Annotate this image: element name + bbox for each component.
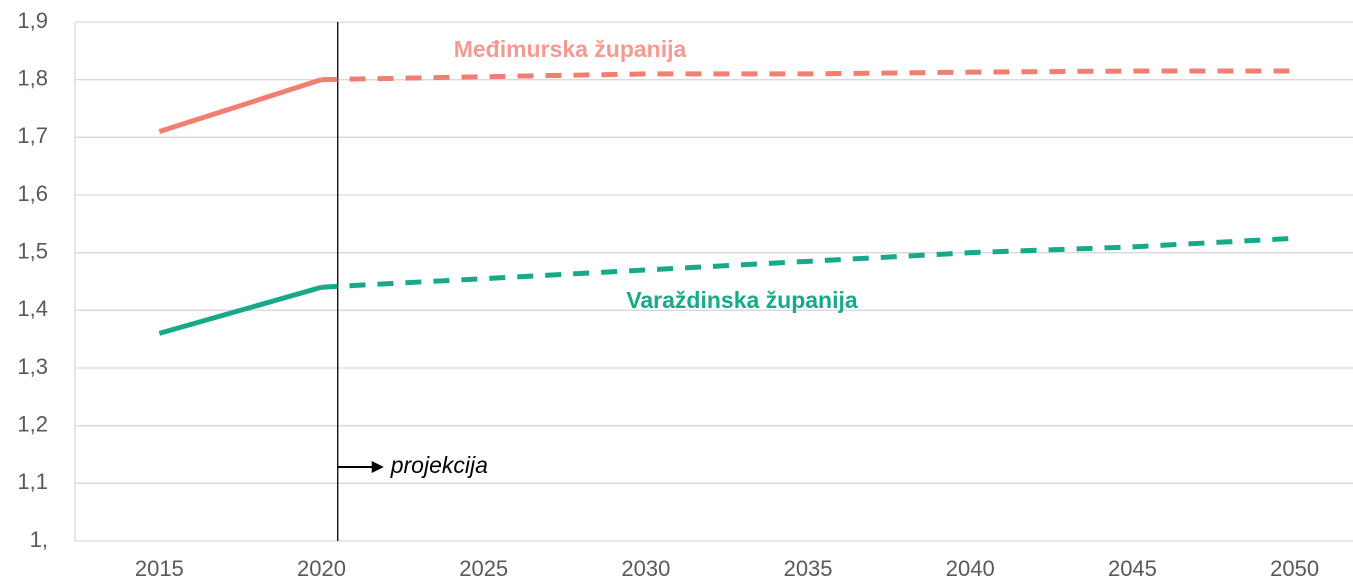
- x-tick-label: 2025: [459, 556, 508, 581]
- y-tick-label: 1,9: [17, 8, 48, 33]
- series-label: Varaždinska županija: [626, 287, 858, 313]
- line-dashed: [321, 235, 1295, 290]
- x-tick-label: 2050: [1270, 556, 1319, 581]
- y-tick-label: 1,8: [17, 65, 48, 90]
- y-tick-label: 1,: [30, 527, 48, 552]
- x-tick-label: 2020: [297, 556, 346, 581]
- y-tick-label: 1,7: [17, 123, 48, 148]
- x-tick-label: 2035: [784, 556, 833, 581]
- y-tick-label: 1,3: [17, 354, 48, 379]
- x-tick-label: 2045: [1108, 556, 1157, 581]
- projection-arrowhead: [371, 461, 384, 473]
- y-tick-label: 1,2: [17, 411, 48, 436]
- x-tick-label: 2015: [135, 556, 184, 581]
- line-dashed: [321, 68, 1295, 83]
- line-solid: [158, 77, 323, 134]
- x-tick-label: 2040: [946, 556, 995, 581]
- series-label: Međimurska županija: [454, 36, 687, 62]
- y-tick-label: 1,4: [17, 296, 48, 321]
- annotation: projekcija: [390, 452, 488, 478]
- y-tick-label: 1,6: [17, 181, 48, 206]
- line-solid: [158, 284, 323, 336]
- x-tick-label: 2030: [621, 556, 670, 581]
- y-tick-label: 1,5: [17, 238, 48, 263]
- y-tick-label: 1,1: [17, 469, 48, 494]
